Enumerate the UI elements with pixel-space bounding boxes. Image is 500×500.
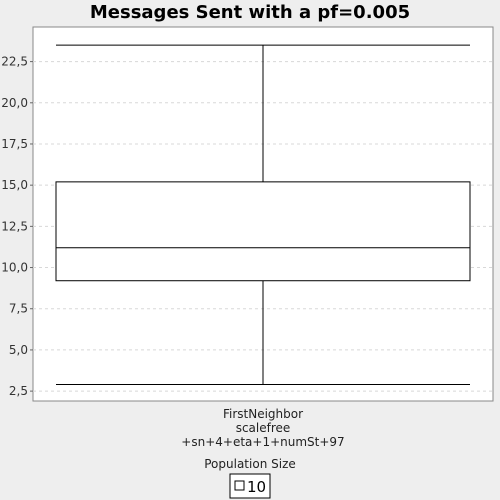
y-tick-label: 2,5	[9, 384, 28, 398]
y-tick-label: 5,0	[9, 343, 28, 357]
box-0-0	[55, 44, 471, 386]
legend-entry-label: 10	[247, 478, 266, 496]
y-axis: 2,5 5,0 7,5 10,0 12,5 15,0 17,5 20,0 22,5	[1, 55, 33, 398]
legend: Population Size 10	[204, 457, 296, 499]
iqr-box	[55, 181, 471, 282]
category-label-line: +sn+4+eta+1+numSt+97	[181, 435, 344, 449]
y-tick-label: 15,0	[1, 178, 28, 192]
legend-entry-frame	[229, 473, 271, 499]
y-tick-label: 7,5	[9, 302, 28, 316]
legend-title: Population Size	[204, 457, 296, 471]
category-label-line: FirstNeighbor	[223, 407, 303, 421]
y-tick-label: 22,5	[1, 55, 28, 69]
category-label-line: scalefree	[236, 421, 291, 435]
legend-swatch	[234, 480, 245, 491]
x-axis: FirstNeighborscalefree+sn+4+eta+1+numSt+…	[181, 407, 344, 449]
y-tick-label: 20,0	[1, 96, 28, 110]
y-tick-label: 17,5	[1, 137, 28, 151]
y-tick-label: 12,5	[1, 219, 28, 233]
boxes	[55, 44, 471, 386]
y-tick-label: 10,0	[1, 261, 28, 275]
chart-title: Messages Sent with a pf=0.005	[89, 2, 411, 23]
